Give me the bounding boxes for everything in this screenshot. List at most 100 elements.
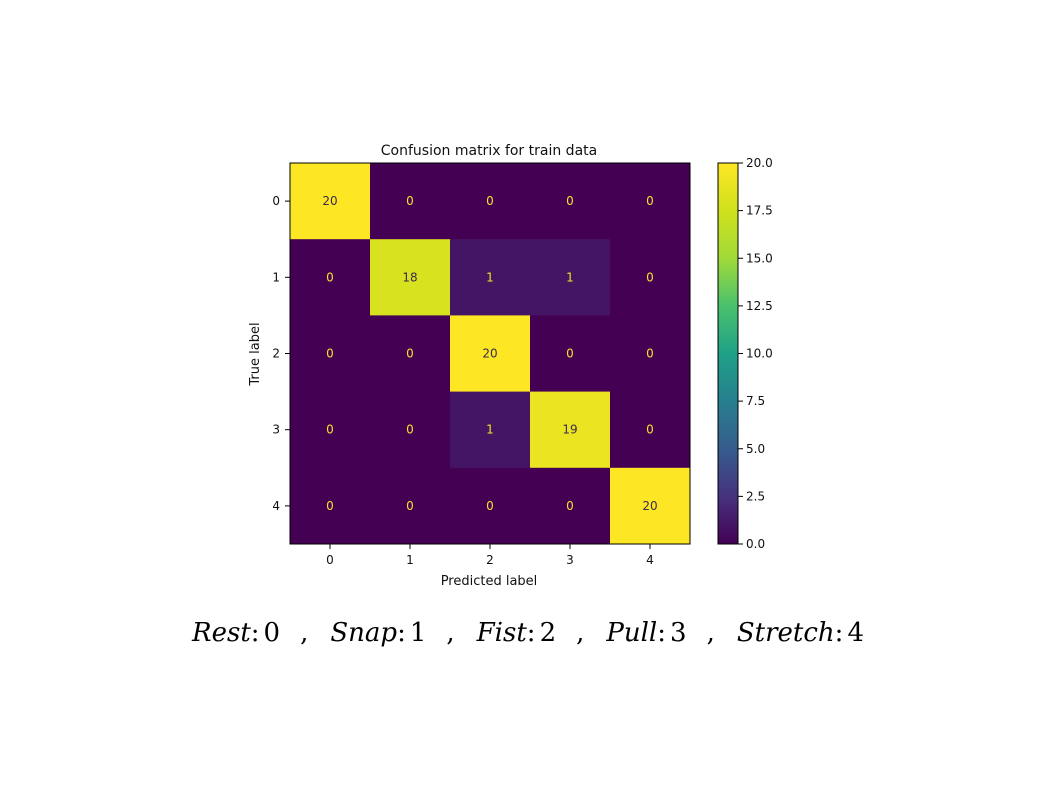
colorbar-tick-label: 17.5 — [746, 204, 773, 218]
heatmap-cell — [450, 315, 531, 393]
cell-value-label: 0 — [326, 347, 334, 361]
colon: : — [250, 618, 260, 648]
heatmap-cell — [610, 163, 691, 240]
x-tick-label: 3 — [566, 553, 574, 567]
cell-value-label: 0 — [326, 423, 334, 437]
y-axis-ticks: 0 1 2 3 4 — [272, 194, 290, 513]
cell-value-label: 0 — [406, 499, 414, 513]
separator: , — [300, 618, 309, 648]
cell-value-label: 20 — [482, 347, 497, 361]
colorbar-tick-label: 20.0 — [746, 156, 773, 170]
y-tick-label: 2 — [272, 347, 280, 361]
cell-value-label: 20 — [322, 194, 337, 208]
separator: , — [446, 618, 455, 648]
heatmap-cell — [610, 239, 691, 316]
class-name: Fist — [476, 618, 527, 648]
cell-value-label: 1 — [486, 270, 494, 284]
cell-value-label: 1 — [566, 270, 574, 284]
cell-value-label: 0 — [646, 194, 654, 208]
cell-value-label: 19 — [562, 423, 577, 437]
heatmap-cell — [610, 391, 691, 469]
x-axis-label: Predicted label — [441, 574, 538, 589]
colon: : — [834, 618, 844, 648]
heatmap-cell — [530, 391, 611, 469]
heatmap-cell — [370, 467, 451, 545]
class-mapping-stretch: Stretch: 4 — [737, 618, 864, 648]
x-tick-label: 1 — [406, 553, 414, 567]
heatmap-cell — [610, 467, 691, 545]
class-mapping-pull: Pull: 3 — [606, 618, 686, 648]
cell-value-label: 0 — [406, 423, 414, 437]
colon: : — [657, 618, 667, 648]
class-index: 2 — [539, 618, 557, 648]
cell-value-label: 0 — [646, 270, 654, 284]
cell-value-label: 0 — [486, 499, 494, 513]
class-index: 1 — [409, 618, 427, 648]
x-tick-label: 4 — [646, 553, 654, 567]
colorbar-tick-label: 12.5 — [746, 299, 773, 313]
class-mapping-rest: Rest: 0 — [192, 618, 280, 648]
heatmap-cell — [450, 163, 531, 240]
y-tick-label: 3 — [272, 423, 280, 437]
cell-value-label: 0 — [566, 194, 574, 208]
class-name: Rest — [192, 618, 251, 648]
y-tick-label: 4 — [272, 499, 280, 513]
y-tick-label: 0 — [272, 194, 280, 208]
heatmap-cell — [370, 239, 451, 316]
colorbar-tick-label: 10.0 — [746, 347, 773, 361]
heatmap-cell — [530, 315, 611, 393]
y-tick-label: 1 — [272, 270, 280, 284]
heatmap-cell — [370, 163, 451, 240]
colorbar-ticks: 0.0 2.5 5.0 7.5 10.0 12.5 15.0 17.5 20.0 — [738, 156, 773, 551]
cell-value-label: 0 — [406, 347, 414, 361]
heatmap-cell — [610, 315, 691, 393]
x-axis-ticks: 0 1 2 3 4 — [326, 544, 654, 567]
cell-value-label: 0 — [646, 423, 654, 437]
x-tick-label: 0 — [326, 553, 334, 567]
class-name: Pull — [606, 618, 658, 648]
heatmap-cell — [530, 163, 611, 240]
heatmap-cell — [450, 391, 531, 469]
heatmap-cell — [290, 315, 371, 393]
separator: , — [706, 618, 715, 648]
cell-value-label: 18 — [402, 270, 417, 284]
chart-title: Confusion matrix for train data — [381, 143, 597, 159]
heatmap-cells: 20 0 0 0 0 0 18 1 1 0 0 0 20 0 0 0 0 1 19 0 0 0 0 0 20 — [290, 163, 691, 545]
cell-value-label: 0 — [566, 499, 574, 513]
separator: , — [576, 618, 585, 648]
colorbar — [717, 162, 739, 545]
heatmap-cell — [290, 163, 371, 240]
cell-value-label: 1 — [486, 423, 494, 437]
heatmap-cell — [530, 239, 611, 316]
cell-value-label: 0 — [486, 194, 494, 208]
heatmap-cell — [290, 391, 371, 469]
class-index: 0 — [263, 618, 281, 648]
class-index: 4 — [847, 618, 864, 648]
heatmap-cell — [370, 391, 451, 469]
class-name: Snap — [330, 618, 398, 648]
heatmap-cell — [450, 467, 531, 545]
heatmap-cell — [530, 467, 611, 545]
class-index: 3 — [670, 618, 687, 648]
heatmap-cell — [290, 467, 371, 545]
colon: : — [526, 618, 536, 648]
cell-value-label: 0 — [406, 194, 414, 208]
colorbar-tick-label: 15.0 — [746, 251, 773, 265]
cell-value-label: 0 — [646, 347, 654, 361]
class-mapping-snap: Snap: 1 — [330, 618, 426, 648]
x-tick-label: 2 — [486, 553, 494, 567]
colorbar-tick-label: 7.5 — [746, 394, 765, 408]
class-legend-caption: Rest: 0, Snap: 1, Fist: 2, Pull: 3, Stretch: 4 — [0, 618, 1056, 648]
class-mapping-fist: Fist: 2 — [477, 618, 556, 648]
colorbar-tick-label: 5.0 — [746, 442, 765, 456]
heatmap-cell — [450, 239, 531, 316]
class-name: Stretch — [736, 618, 835, 648]
colorbar-tick-label: 2.5 — [746, 489, 765, 503]
cell-value-label: 20 — [642, 499, 657, 513]
colorbar-tick-label: 0.0 — [746, 537, 765, 551]
colon: : — [397, 618, 406, 648]
heatmap-cell — [290, 239, 371, 316]
cell-value-label: 0 — [326, 270, 334, 284]
cell-value-label: 0 — [566, 347, 574, 361]
